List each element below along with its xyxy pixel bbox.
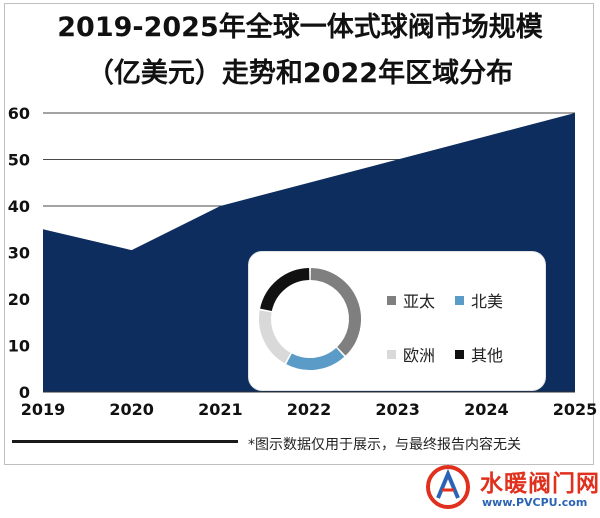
brand-name: 水暖阀门网 — [480, 471, 600, 497]
legend-swatch — [455, 349, 464, 359]
donut-slice-2 — [259, 310, 291, 364]
x-tick-label: 2020 — [109, 400, 154, 419]
disclaimer-rule — [12, 440, 238, 443]
legend-swatch — [387, 295, 396, 305]
legend-label: 北美 — [471, 292, 504, 311]
donut-panel: 亚太 北美 欧洲 其他 — [248, 251, 546, 391]
legend-label: 欧洲 — [403, 346, 436, 365]
legend-item-asia-pacific: 亚太 — [387, 288, 435, 312]
x-tick-label: 2022 — [287, 400, 332, 419]
y-tick-label: 40 — [8, 197, 30, 216]
y-tick-label: 30 — [8, 244, 30, 263]
y-tick-label: 10 — [8, 337, 30, 356]
legend-swatch — [387, 349, 396, 359]
donut-slice-3 — [260, 268, 310, 312]
x-tick-label: 2021 — [198, 400, 243, 419]
x-tick-label: 2024 — [464, 400, 509, 419]
y-tick-label: 0 — [19, 383, 30, 402]
legend-swatch — [455, 295, 464, 305]
chart-title-line2: （亿美元）走势和2022年区域分布 — [86, 58, 514, 89]
legend-item-north-america: 北美 — [455, 288, 503, 312]
brand-url: www.PVCPU.com — [482, 496, 588, 509]
disclaimer-text: *图示数据仅用于展示，与最终报告内容无关 — [248, 437, 521, 453]
legend-label: 其他 — [471, 346, 504, 365]
legend-item-europe: 欧洲 — [387, 342, 435, 366]
donut-chart — [259, 268, 361, 370]
donut-slice-0 — [310, 268, 361, 356]
chart-title-line1: 2019-2025年全球一体式球阀市场规模 — [57, 12, 543, 43]
x-tick-label: 2023 — [375, 400, 420, 419]
y-tick-label: 60 — [8, 104, 30, 123]
donut-slice-1 — [286, 347, 345, 370]
y-tick-label: 20 — [8, 290, 30, 309]
y-axis-ticks: 0 10 20 30 40 50 60 — [8, 104, 30, 402]
legend-label: 亚太 — [403, 292, 436, 311]
brand-watermark: 水暖阀门网 www.PVCPU.com — [424, 462, 599, 514]
y-tick-label: 50 — [8, 151, 30, 170]
brand-logo-icon — [426, 465, 470, 509]
x-tick-label: 2025 — [553, 400, 598, 419]
x-axis-ticks: 2019 2020 2021 2022 2023 2024 2025 — [21, 400, 598, 419]
x-tick-label: 2019 — [21, 400, 66, 419]
legend-item-other: 其他 — [455, 342, 503, 366]
